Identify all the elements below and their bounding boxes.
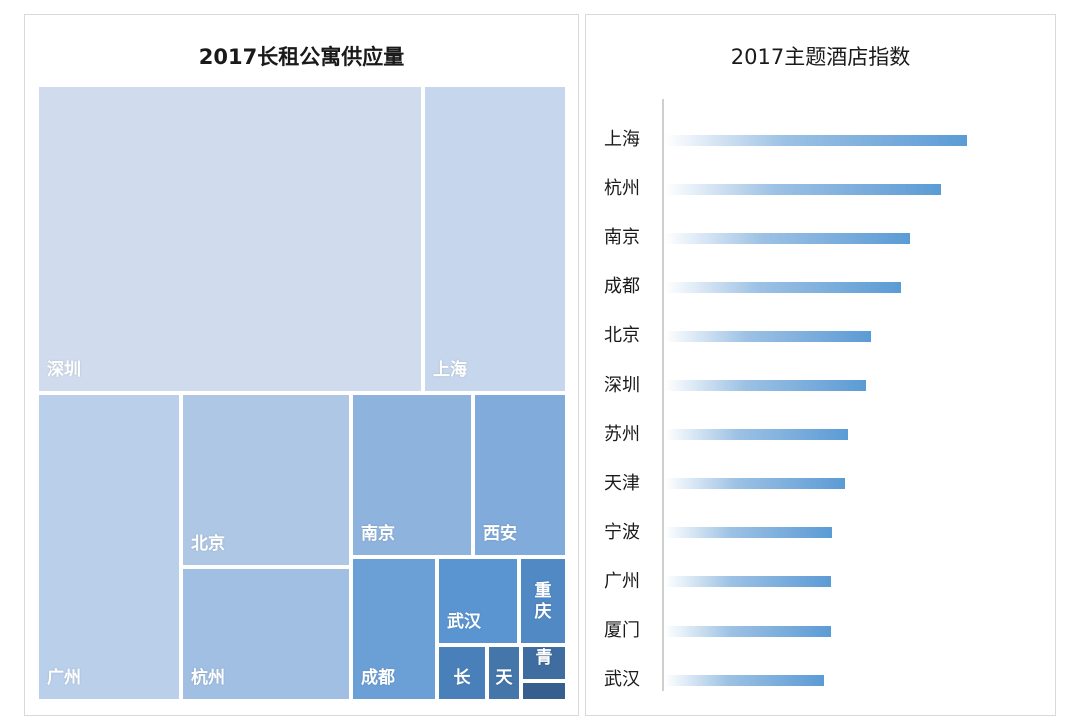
bar-category-label: 成都 — [604, 276, 640, 298]
bar — [665, 232, 911, 244]
treemap-tile: 青 — [521, 645, 567, 681]
treemap-tile-label: 成都 — [361, 667, 395, 688]
treemap-tile-label: 广州 — [47, 667, 81, 688]
bar-chart-title: 2017主题酒店指数 — [730, 45, 911, 69]
treemap-tile-label: 上海 — [433, 359, 467, 380]
bar — [665, 674, 824, 686]
bar — [665, 380, 867, 391]
bar-category-label: 杭州 — [604, 178, 640, 200]
treemap-tile: 重庆 — [519, 557, 567, 645]
bar — [665, 625, 832, 637]
treemap-tile-label: 南京 — [361, 523, 395, 544]
bar-category-label: 天津 — [604, 472, 640, 494]
treemap-area: 深圳 上海广州 北京杭州 南京 西安成都 武汉 重庆长 天 青 — [37, 85, 567, 701]
bar-category-label: 厦门 — [604, 620, 640, 641]
bar-category-label: 苏州 — [604, 423, 640, 445]
treemap-tile-label: 重庆 — [534, 581, 552, 623]
treemap-tile-label: 天 — [495, 667, 513, 688]
treemap-tile: 深圳 — [37, 85, 423, 393]
treemap-tile: 长 — [437, 645, 487, 701]
treemap-tile-label: 长 — [453, 667, 471, 688]
bar — [665, 527, 833, 539]
treemap-panel: 2017长租公寓供应量 深圳 上海广州 北京杭州 南京 西安成都 武汉 重庆长 天 青 — [24, 14, 579, 716]
treemap-tile: 武汉 — [437, 557, 519, 645]
treemap-tile-label: 青 — [535, 647, 553, 668]
bar-category-label: 上海 — [604, 129, 640, 150]
bar-category-label: 北京 — [604, 325, 640, 347]
treemap-tile-label: 武汉 — [447, 611, 481, 632]
treemap-tile-label: 西安 — [483, 523, 517, 544]
treemap-tile-label: 杭州 — [191, 667, 225, 688]
bar-chart-area: 上海杭州南京成都北京深圳苏州天津宁波广州厦门武汉 — [586, 15, 1057, 717]
bar-category-label: 武汉 — [604, 669, 640, 691]
treemap-tile: 广州 — [37, 393, 181, 701]
treemap-tile: 南京 — [351, 393, 473, 557]
treemap-tile: 成都 — [351, 557, 437, 701]
treemap-tile — [521, 681, 567, 701]
bar-category-label: 宁波 — [604, 521, 640, 543]
treemap-tile: 上海 — [423, 85, 567, 393]
bar — [665, 478, 846, 490]
bar — [665, 281, 902, 293]
bar-chart-axis — [662, 99, 664, 691]
bar-category-label: 广州 — [604, 570, 640, 592]
bar — [665, 429, 849, 441]
bar-category-label: 南京 — [604, 227, 640, 249]
treemap-title: 2017长租公寓供应量 — [198, 45, 405, 69]
bar-chart-panel: 2017主题酒店指数 上海杭州南京成都北京深圳苏州天津宁波广州厦门武汉 — [585, 14, 1056, 716]
treemap-tile: 北京 — [181, 393, 351, 567]
treemap-tile: 西安 — [473, 393, 567, 557]
bar — [665, 134, 967, 146]
bar-category-label: 深圳 — [604, 374, 640, 396]
treemap-tile: 天 — [487, 645, 521, 701]
bar — [665, 330, 872, 342]
treemap-tile: 杭州 — [181, 567, 351, 701]
treemap-tile-label: 北京 — [191, 533, 225, 554]
bar — [665, 576, 832, 588]
bar — [665, 183, 942, 195]
treemap-tile-label: 深圳 — [47, 359, 81, 380]
